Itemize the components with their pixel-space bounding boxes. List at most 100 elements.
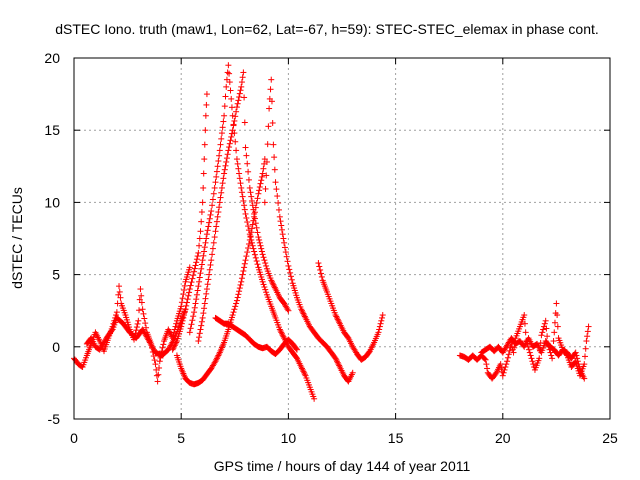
data-point [551,329,558,336]
data-point [156,364,163,371]
data-point [244,160,251,167]
data-point [183,299,190,306]
data-point [253,199,260,206]
data-point [554,323,561,330]
x-tick-label: 20 [495,430,511,446]
data-point [180,314,187,321]
data-point [172,340,179,347]
data-point [240,197,247,204]
data-point [281,244,288,251]
data-point [196,242,203,249]
data-point [240,69,247,76]
data-point [256,187,263,194]
data-point [230,122,237,129]
data-point [315,260,322,267]
data-point [286,266,293,273]
data-point [204,227,211,234]
data-point [238,189,245,196]
data-point [245,227,252,234]
data-point [213,218,220,225]
data-point [538,332,545,339]
data-point [225,147,232,154]
data-point [197,270,204,277]
data-point [238,83,245,90]
data-point [181,312,188,319]
data-point [214,163,221,170]
data-point [228,104,235,111]
data-point [301,312,308,319]
data-point [540,326,547,333]
data-point [196,278,203,285]
data-point [248,236,255,243]
data-point [203,290,210,297]
x-tick-label: 0 [70,430,78,446]
data-point [152,361,159,368]
data-point [249,221,256,228]
data-point [334,316,341,323]
data-point [193,259,200,266]
data-point [183,302,190,309]
data-point [281,239,288,246]
data-point [233,297,240,304]
data-point [260,165,267,172]
data-point [581,361,588,368]
data-point [236,175,243,182]
data-point [202,239,209,246]
data-point [193,296,200,303]
data-point [189,275,196,282]
data-point [258,177,265,184]
data-point [227,137,234,144]
data-point [215,158,222,165]
data-point [268,277,275,284]
data-point [247,189,254,196]
data-point [244,219,251,226]
data-point [216,199,223,206]
data-point [196,334,203,341]
data-point [511,344,518,351]
data-point [269,280,276,287]
data-point [349,369,356,376]
data-point [581,353,588,360]
data-point [554,312,561,319]
data-point [180,291,187,298]
data-point [255,190,262,197]
data-point [178,299,185,306]
data-point [206,266,213,273]
data-point [238,275,245,282]
data-point [256,236,263,243]
data-point [277,327,284,334]
data-point [217,194,224,201]
data-point [218,184,225,191]
data-point [203,235,210,242]
data-point [544,333,551,340]
data-point [510,349,517,356]
data-point [536,355,543,362]
data-point [248,225,255,232]
data-point [234,160,241,167]
data-point [234,100,241,107]
data-point [522,329,529,336]
data-point [504,358,511,365]
data-point [181,282,188,289]
data-point [278,329,285,336]
data-point [241,260,248,267]
data-point [252,254,259,261]
data-point [336,319,343,326]
data-point [153,372,160,379]
data-point [575,361,582,368]
data-point [202,112,209,119]
data-point [116,288,123,295]
data-point [317,266,324,273]
data-point [200,170,207,177]
data-point [190,272,197,279]
data-point [333,313,340,320]
data-point [142,320,149,327]
data-point [273,186,280,193]
data-point [245,240,252,247]
data-point [238,79,245,86]
data-point [525,346,532,353]
data-point [279,231,286,238]
data-point [212,228,219,235]
data-point [574,358,581,365]
data-point [186,289,193,296]
